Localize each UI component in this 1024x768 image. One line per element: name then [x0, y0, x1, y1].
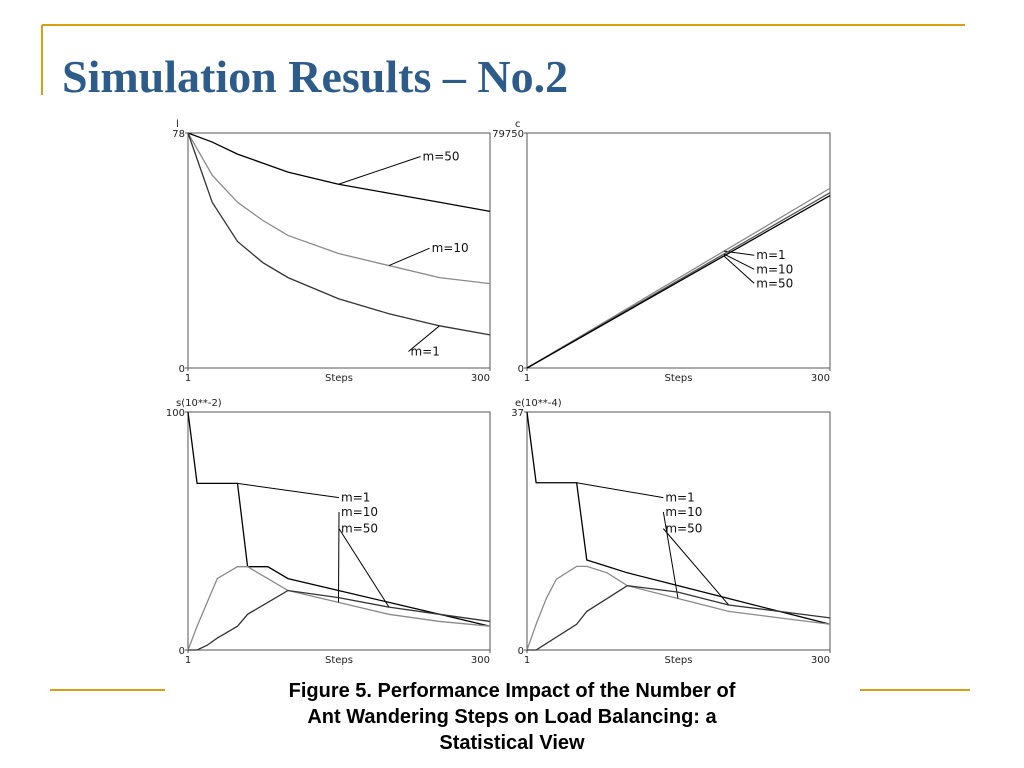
y-axis-label: l: [176, 119, 179, 130]
y-tick-label: 0: [179, 646, 185, 657]
series-label: m=50: [756, 276, 793, 290]
x-tick-label: 300: [811, 373, 830, 384]
series-line: [527, 585, 831, 651]
series-label: m=1: [665, 491, 694, 505]
series-label: m=10: [432, 241, 469, 255]
series-label: m=10: [665, 505, 702, 519]
leader-line: [337, 511, 340, 603]
y-tick-label: 100: [166, 408, 185, 419]
plot-frame: [526, 411, 831, 651]
leader-line: [723, 253, 755, 270]
series-label: m=50: [341, 522, 378, 536]
leader-line: [237, 482, 340, 499]
slide-title: Simulation Results – No.2: [62, 51, 568, 102]
caption-line: Figure 5. Performance Impact of the Numb…: [289, 680, 736, 702]
x-tick-label: 1: [524, 655, 530, 666]
x-tick-label: 300: [811, 655, 830, 666]
leader-line: [662, 511, 679, 599]
x-axis-label: Steps: [325, 373, 353, 384]
y-axis-label: s(10**-2): [176, 398, 222, 409]
leader-line: [338, 156, 421, 185]
series-line: [187, 566, 491, 651]
x-tick-label: 1: [524, 373, 530, 384]
series-line: [526, 565, 831, 651]
leader-line: [576, 482, 664, 499]
x-tick-label: 300: [471, 373, 490, 384]
y-axis-label: c: [515, 119, 521, 130]
series-line: [526, 195, 831, 369]
series-label: m=1: [756, 248, 785, 262]
y-tick-label: 0: [179, 364, 185, 375]
leader-line: [662, 528, 730, 606]
series-label: m=50: [665, 522, 702, 536]
series-line: [526, 411, 831, 625]
leader-line: [723, 255, 755, 284]
y-tick-label: 0: [518, 364, 524, 375]
series-line: [187, 411, 491, 627]
series-label: m=1: [341, 491, 370, 505]
y-tick-label: 78: [172, 129, 185, 140]
y-tick-label: 37: [511, 408, 524, 419]
y-axis-label: e(10**-4): [515, 398, 562, 409]
x-axis-label: Steps: [325, 655, 353, 666]
series-line: [187, 132, 491, 212]
series-label: m=50: [423, 150, 460, 164]
x-tick-label: 1: [185, 655, 191, 666]
series-line: [188, 589, 491, 651]
y-tick-label: 0: [518, 646, 524, 657]
plot-frame: [526, 132, 831, 369]
leader-line: [408, 325, 440, 352]
leader-line: [388, 247, 430, 267]
y-tick-label: 79750: [492, 129, 524, 140]
series-label: m=10: [756, 262, 793, 276]
series-line: [187, 132, 491, 336]
series-line: [187, 132, 491, 285]
plot-frame: [187, 132, 491, 369]
x-tick-label: 300: [471, 655, 490, 666]
x-axis-label: Steps: [665, 655, 693, 666]
series-label: m=1: [410, 345, 439, 359]
caption-line: Statistical View: [439, 732, 585, 754]
x-tick-label: 1: [185, 373, 191, 384]
leader-line: [338, 528, 390, 608]
caption-line: Ant Wandering Steps on Load Balancing: a: [307, 706, 717, 728]
series-label: m=10: [341, 505, 378, 519]
x-axis-label: Steps: [665, 373, 693, 384]
